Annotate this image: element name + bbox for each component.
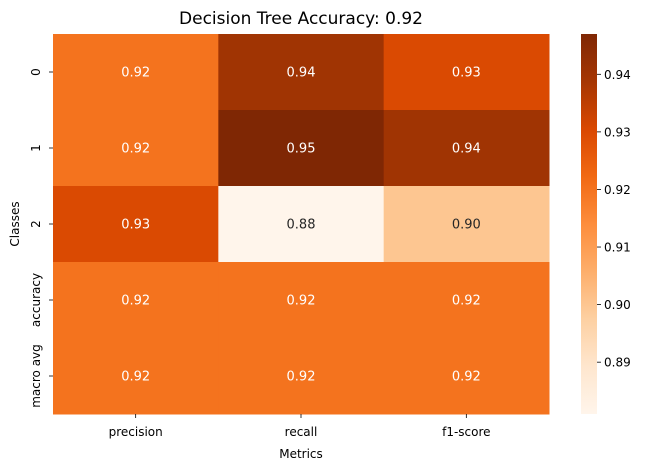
y-tick-label-0: 0 [29,68,43,76]
heatmap-cell-1-2 [383,110,550,187]
heatmap-cell-4-0 [53,338,219,415]
chart-title: Decision Tree Accuracy: 0.92 [179,9,423,29]
heatmap-cell-1-1 [218,110,385,187]
heatmap-cell-2-1 [218,186,385,263]
heatmap-cell-0-2 [383,34,550,111]
y-tick-label-4: macro avg [29,344,43,408]
y-axis-label: Classes [8,201,22,246]
cell-value-label-1-0: 0.92 [121,142,150,157]
colorbar-ticks: 0.89 0.90 0.91 0.92 0.93 0.94 [597,68,631,370]
heatmap-cell-3-2 [383,262,550,339]
x-axis-label: Metrics [279,447,323,461]
heatmap-cell-0-1 [218,34,385,111]
heatmap-cell-3-1 [218,262,385,339]
colorbar [581,34,597,414]
x-tick-label-1: recall [285,425,318,439]
colorbar-tick-label-4: 0.93 [604,125,631,139]
heatmap-cells: 0.92 0.94 0.93 0.92 0.95 0.94 0.93 0.88 0.90 0.92… [53,34,550,415]
x-tick-label-2: f1-score [442,425,490,439]
cell-value-label-3-2: 0.92 [452,294,481,309]
colorbar-tick-label-2: 0.91 [604,241,631,255]
cell-value-label-1-1: 0.95 [287,142,316,157]
heatmap-cell-0-0 [53,34,219,111]
y-tick-label-1: 1 [29,144,43,152]
heatmap-cell-1-0 [53,110,219,187]
cell-value-label-2-0: 0.93 [121,218,150,233]
colorbar-tick-label-0: 0.89 [604,356,631,370]
cell-value-label-0-0: 0.92 [121,66,150,81]
y-tick-label-3: accuracy [29,273,43,327]
heatmap-cell-4-1 [218,338,385,415]
cell-value-label-0-1: 0.94 [287,66,316,81]
y-axis: 0 1 2 accuracy macro avg [29,68,53,408]
heatmap-cell-2-0 [53,186,219,263]
cell-value-label-2-2: 0.90 [452,218,481,233]
colorbar-tick-label-3: 0.92 [604,183,631,197]
colorbar-tick-label-1: 0.90 [604,298,631,312]
colorbar-tick-label-5: 0.94 [604,68,631,82]
heatmap-cell-4-2 [383,338,550,415]
cell-value-label-2-1: 0.88 [287,218,316,233]
cell-value-label-4-0: 0.92 [121,370,150,385]
cell-value-label-4-1: 0.92 [287,370,316,385]
heatmap-cell-2-2 [383,186,550,263]
x-tick-label-0: precision [109,425,163,439]
y-tick-label-2: 2 [29,220,43,228]
cell-value-label-3-1: 0.92 [287,294,316,309]
heatmap-cell-3-0 [53,262,219,339]
cell-value-label-0-2: 0.93 [452,66,481,81]
cell-value-label-1-2: 0.94 [452,142,481,157]
cell-value-label-3-0: 0.92 [121,294,150,309]
x-axis: precision recall f1-score [109,414,491,439]
cell-value-label-4-2: 0.92 [452,370,481,385]
